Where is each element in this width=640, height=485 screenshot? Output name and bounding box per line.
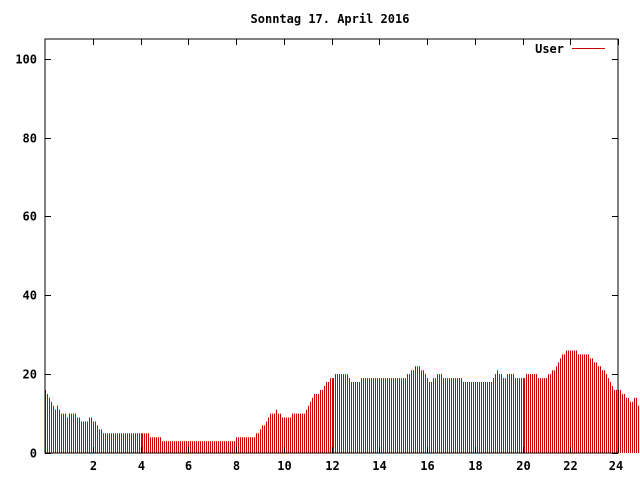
x-tick-label: 10 [277,459,291,473]
y-tick-label: 40 [23,289,37,303]
chart-title: Sonntag 17. April 2016 [251,12,410,26]
x-tick-label: 8 [233,459,240,473]
x-tick-label: 12 [325,459,339,473]
x-tick-label: 4 [138,459,145,473]
legend-label-user: User [535,42,564,56]
x-tick-label: 6 [185,459,192,473]
bar-series-user [46,350,640,453]
x-tick-label: 22 [563,459,577,473]
x-tick-label: 14 [372,459,386,473]
y-tick-label: 60 [23,210,37,224]
y-tick-label: 20 [23,368,37,382]
x-tick-label: 2 [90,459,97,473]
y-tick-label: 80 [23,132,37,146]
x-tick-label: 18 [468,459,482,473]
x-tick-label: 24 [609,459,623,473]
x-tick-label: 16 [420,459,434,473]
x-tick-label: 20 [516,459,530,473]
y-tick-label: 100 [15,53,37,67]
y-tick-label: 0 [30,447,37,461]
